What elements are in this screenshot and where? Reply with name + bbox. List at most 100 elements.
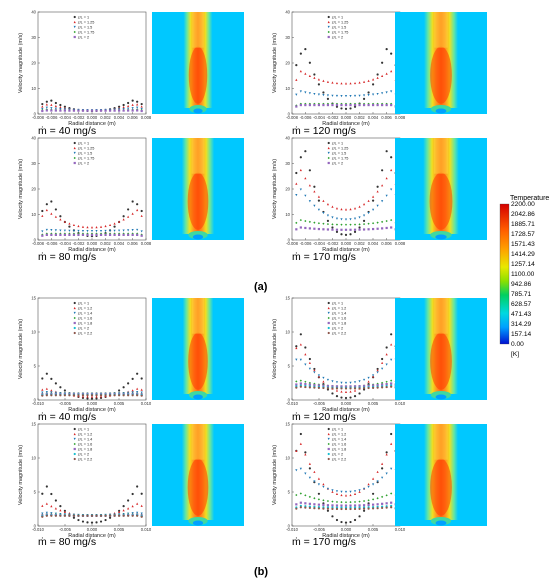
- data-point: [68, 233, 71, 236]
- x-tick-label: 0.010: [141, 401, 152, 406]
- data-point: [381, 386, 384, 389]
- data-point: [50, 109, 53, 112]
- data-point: [344, 501, 348, 504]
- data-point: [362, 504, 366, 507]
- data-point: [362, 222, 366, 226]
- data-point: [390, 379, 393, 382]
- data-point: [317, 477, 321, 480]
- data-point: [376, 76, 379, 79]
- data-point: [362, 97, 366, 100]
- data-point: [376, 73, 379, 76]
- data-point: [140, 394, 143, 397]
- data-point: [335, 103, 339, 107]
- x-tick-label: -0.002: [327, 115, 340, 120]
- data-point: [381, 462, 384, 465]
- series-2: [41, 208, 143, 229]
- x-tick-label: -0.002: [73, 241, 86, 246]
- legend-marker: [327, 15, 330, 19]
- y-tick-label: 0: [34, 112, 37, 117]
- data-point: [317, 222, 321, 225]
- data-point: [90, 229, 94, 233]
- data-point: [331, 507, 334, 510]
- data-point: [304, 502, 307, 505]
- x-tick-label: -0.006: [46, 241, 59, 246]
- data-point: [308, 383, 311, 386]
- x-tick-label: 0.005: [368, 527, 379, 532]
- data-point: [381, 92, 384, 95]
- flow-label-a-40: ṁ = 40 mg/s: [38, 125, 96, 137]
- data-point: [376, 185, 379, 188]
- data-point: [331, 500, 334, 503]
- data-point: [308, 103, 311, 107]
- y-tick-label: 5: [288, 364, 291, 369]
- data-point: [54, 394, 57, 397]
- data-point: [353, 223, 357, 226]
- data-point: [313, 76, 316, 79]
- data-point: [50, 492, 53, 496]
- flame-core: [429, 172, 453, 230]
- data-point: [308, 357, 311, 361]
- data-point: [131, 109, 134, 112]
- data-point: [331, 392, 334, 395]
- data-point: [50, 394, 53, 397]
- data-point: [376, 383, 379, 387]
- data-point: [63, 510, 67, 513]
- x-tick-label: -0.008: [32, 115, 45, 120]
- y-tick-label: 15: [31, 296, 36, 301]
- legend-label: z/L = 1.2: [332, 432, 347, 436]
- data-point: [99, 394, 103, 397]
- data-point: [390, 501, 393, 504]
- data-point: [390, 333, 393, 336]
- flame-tip: [191, 424, 205, 460]
- data-point: [362, 228, 366, 231]
- x-tick-label: 0.005: [368, 401, 379, 406]
- y-tick-label: 15: [31, 422, 36, 427]
- data-point: [390, 385, 393, 388]
- data-point: [54, 499, 57, 502]
- data-point: [376, 480, 379, 483]
- legend-label: z/L = 1.6: [78, 316, 93, 320]
- colorbar-tick-label: 1728.57: [511, 231, 535, 238]
- data-point: [317, 103, 321, 107]
- data-point: [349, 208, 352, 211]
- data-point: [322, 485, 325, 489]
- data-point: [122, 505, 125, 508]
- data-point: [86, 226, 89, 229]
- data-point: [77, 514, 80, 517]
- data-point: [308, 220, 311, 223]
- data-point: [376, 470, 379, 473]
- legend-marker: [327, 25, 330, 29]
- nozzle-core: [193, 394, 203, 400]
- legend-marker: [73, 141, 76, 145]
- data-point: [72, 394, 76, 397]
- data-point: [308, 506, 311, 510]
- legend-marker: [327, 427, 330, 431]
- x-tick-label: 0.010: [141, 527, 152, 532]
- legend-label: z/L = 2: [332, 326, 343, 330]
- data-point: [140, 377, 143, 380]
- data-point: [127, 233, 130, 236]
- data-point: [45, 511, 48, 514]
- data-point: [86, 395, 89, 398]
- flame-core: [188, 46, 208, 104]
- data-point: [295, 507, 298, 510]
- data-point: [295, 346, 298, 350]
- data-point: [127, 514, 130, 517]
- data-point: [385, 48, 388, 51]
- plot-frame: [37, 11, 147, 115]
- legend-marker: [73, 316, 76, 320]
- data-point: [317, 374, 321, 377]
- data-point: [385, 150, 388, 153]
- data-point: [59, 218, 62, 221]
- x-tick-label: 0.004: [368, 241, 379, 246]
- data-point: [385, 72, 388, 75]
- data-point: [131, 107, 134, 110]
- data-point: [45, 228, 48, 232]
- data-point: [371, 492, 375, 495]
- series-5: [295, 501, 397, 507]
- data-point: [81, 109, 85, 112]
- legend-marker: [327, 146, 330, 150]
- flow-label-b-80: ṁ = 80 mg/s: [38, 536, 96, 548]
- data-point: [362, 507, 366, 510]
